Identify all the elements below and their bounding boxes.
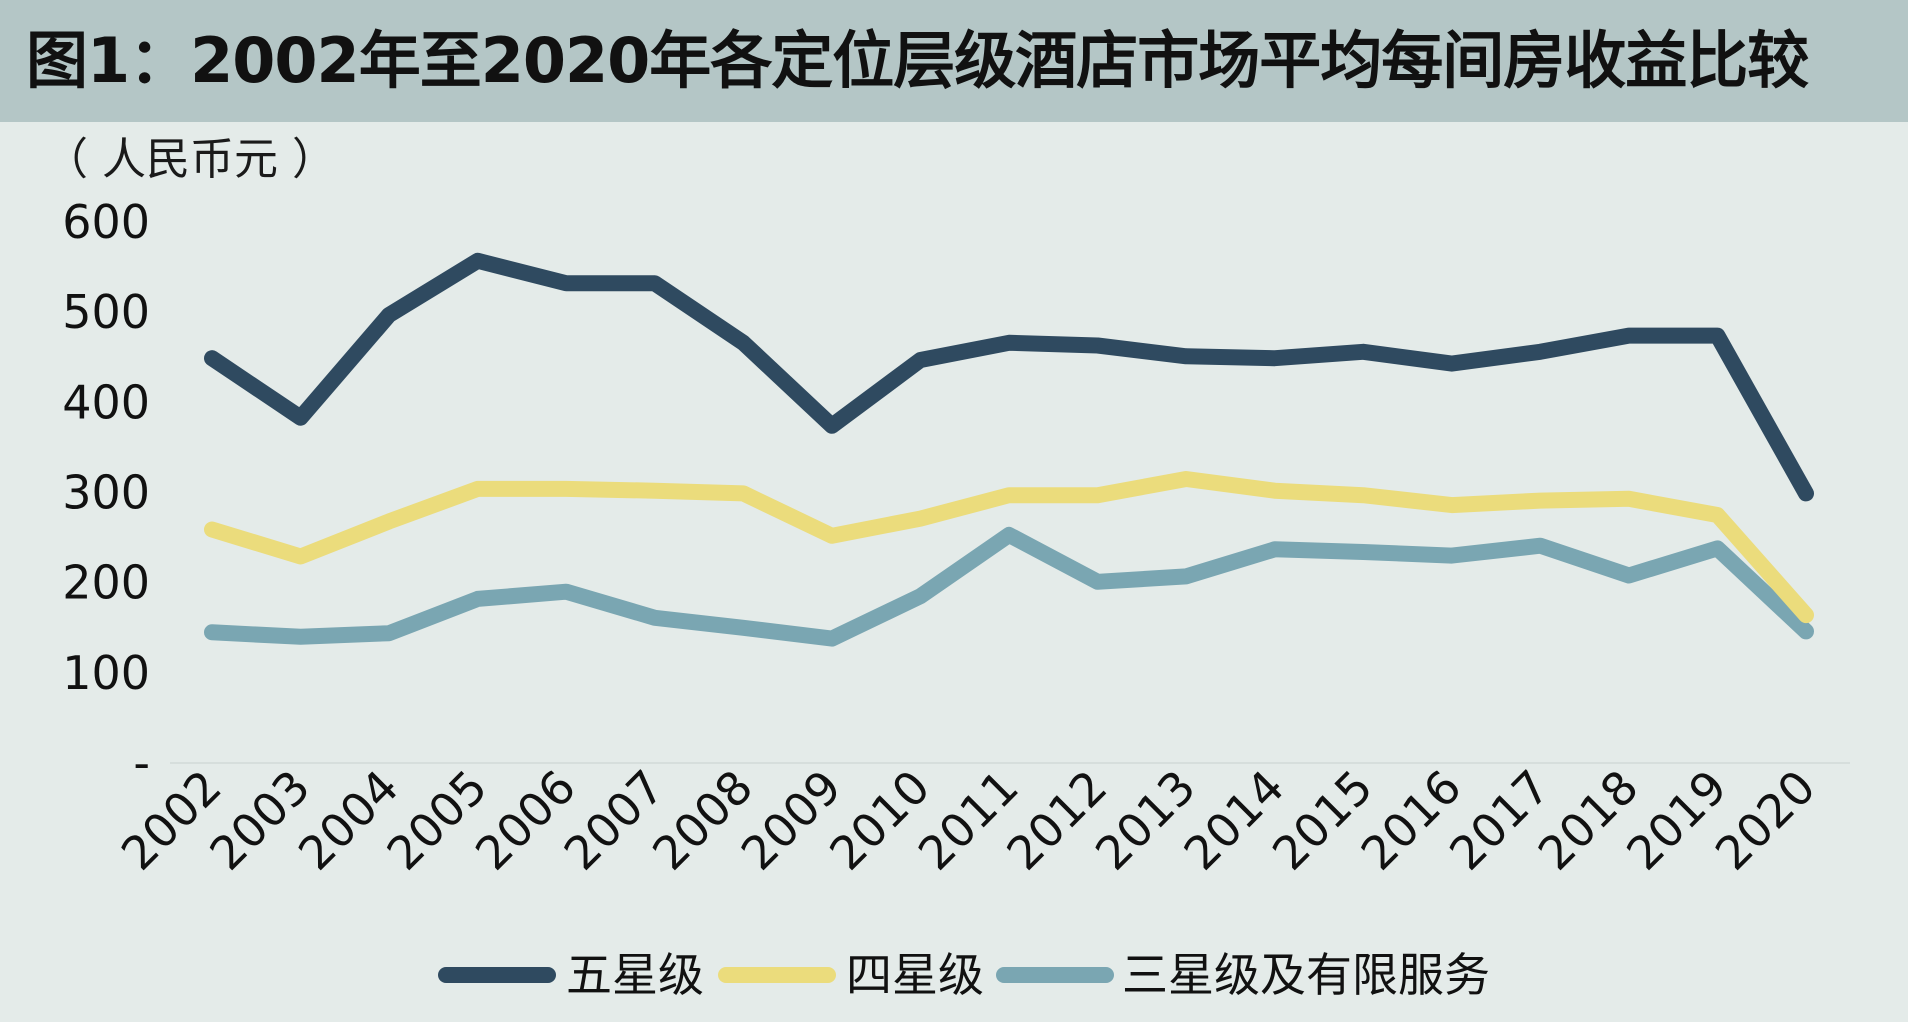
x-tick-label: 2008 <box>642 760 763 881</box>
x-tick-label: 2006 <box>465 760 586 881</box>
chart-title: 图1：2002年至2020年各定位层级酒店市场平均每间房收益比较 <box>26 24 1809 97</box>
x-tick-label: 2016 <box>1351 760 1472 881</box>
y-tick-label: 300 <box>62 466 150 520</box>
x-axis-ticks: 2002200320042005200620072008200920102011… <box>111 760 1826 881</box>
x-tick-label: 2013 <box>1085 760 1206 881</box>
legend-label: 三星级及有限服务 <box>1122 948 1490 1002</box>
x-tick-label: 2019 <box>1616 760 1737 881</box>
x-tick-label: 2012 <box>996 760 1117 881</box>
series-line <box>204 526 1814 647</box>
y-tick-label: 400 <box>62 375 150 429</box>
x-tick-label: 2003 <box>199 760 320 881</box>
y-axis-ticks: - 100 200 300 400 500 600 <box>62 195 150 790</box>
x-tick-label: 2018 <box>1528 760 1649 881</box>
x-tick-label: 2002 <box>111 760 232 881</box>
y-tick-label: 200 <box>62 556 150 610</box>
legend-label: 四星级 <box>846 948 984 1002</box>
x-tick-label: 2011 <box>908 760 1029 881</box>
legend: 五星级 四星级 三星级及有限服务 <box>438 948 1490 1002</box>
y-tick-label: - <box>133 736 150 790</box>
x-tick-label: 2009 <box>731 760 852 881</box>
y-tick-label: 600 <box>62 195 150 249</box>
x-tick-label: 2017 <box>1439 760 1560 881</box>
x-tick-label: 2007 <box>554 760 675 881</box>
x-tick-label: 2014 <box>1173 760 1294 881</box>
y-tick-label: 100 <box>62 646 150 700</box>
legend-label: 五星级 <box>566 948 704 1002</box>
y-tick-label: 500 <box>62 285 150 339</box>
x-tick-label: 2004 <box>288 760 409 881</box>
y-axis-unit-label: （ 人民币元 ） <box>44 134 336 185</box>
x-tick-label: 2010 <box>819 760 940 881</box>
x-tick-label: 2005 <box>376 760 497 881</box>
series-line <box>204 252 1814 502</box>
x-tick-label: 2020 <box>1705 760 1826 881</box>
x-tick-label: 2015 <box>1262 760 1383 881</box>
series-layer <box>204 252 1814 647</box>
title-bar: 图1：2002年至2020年各定位层级酒店市场平均每间房收益比较 <box>0 0 1908 122</box>
